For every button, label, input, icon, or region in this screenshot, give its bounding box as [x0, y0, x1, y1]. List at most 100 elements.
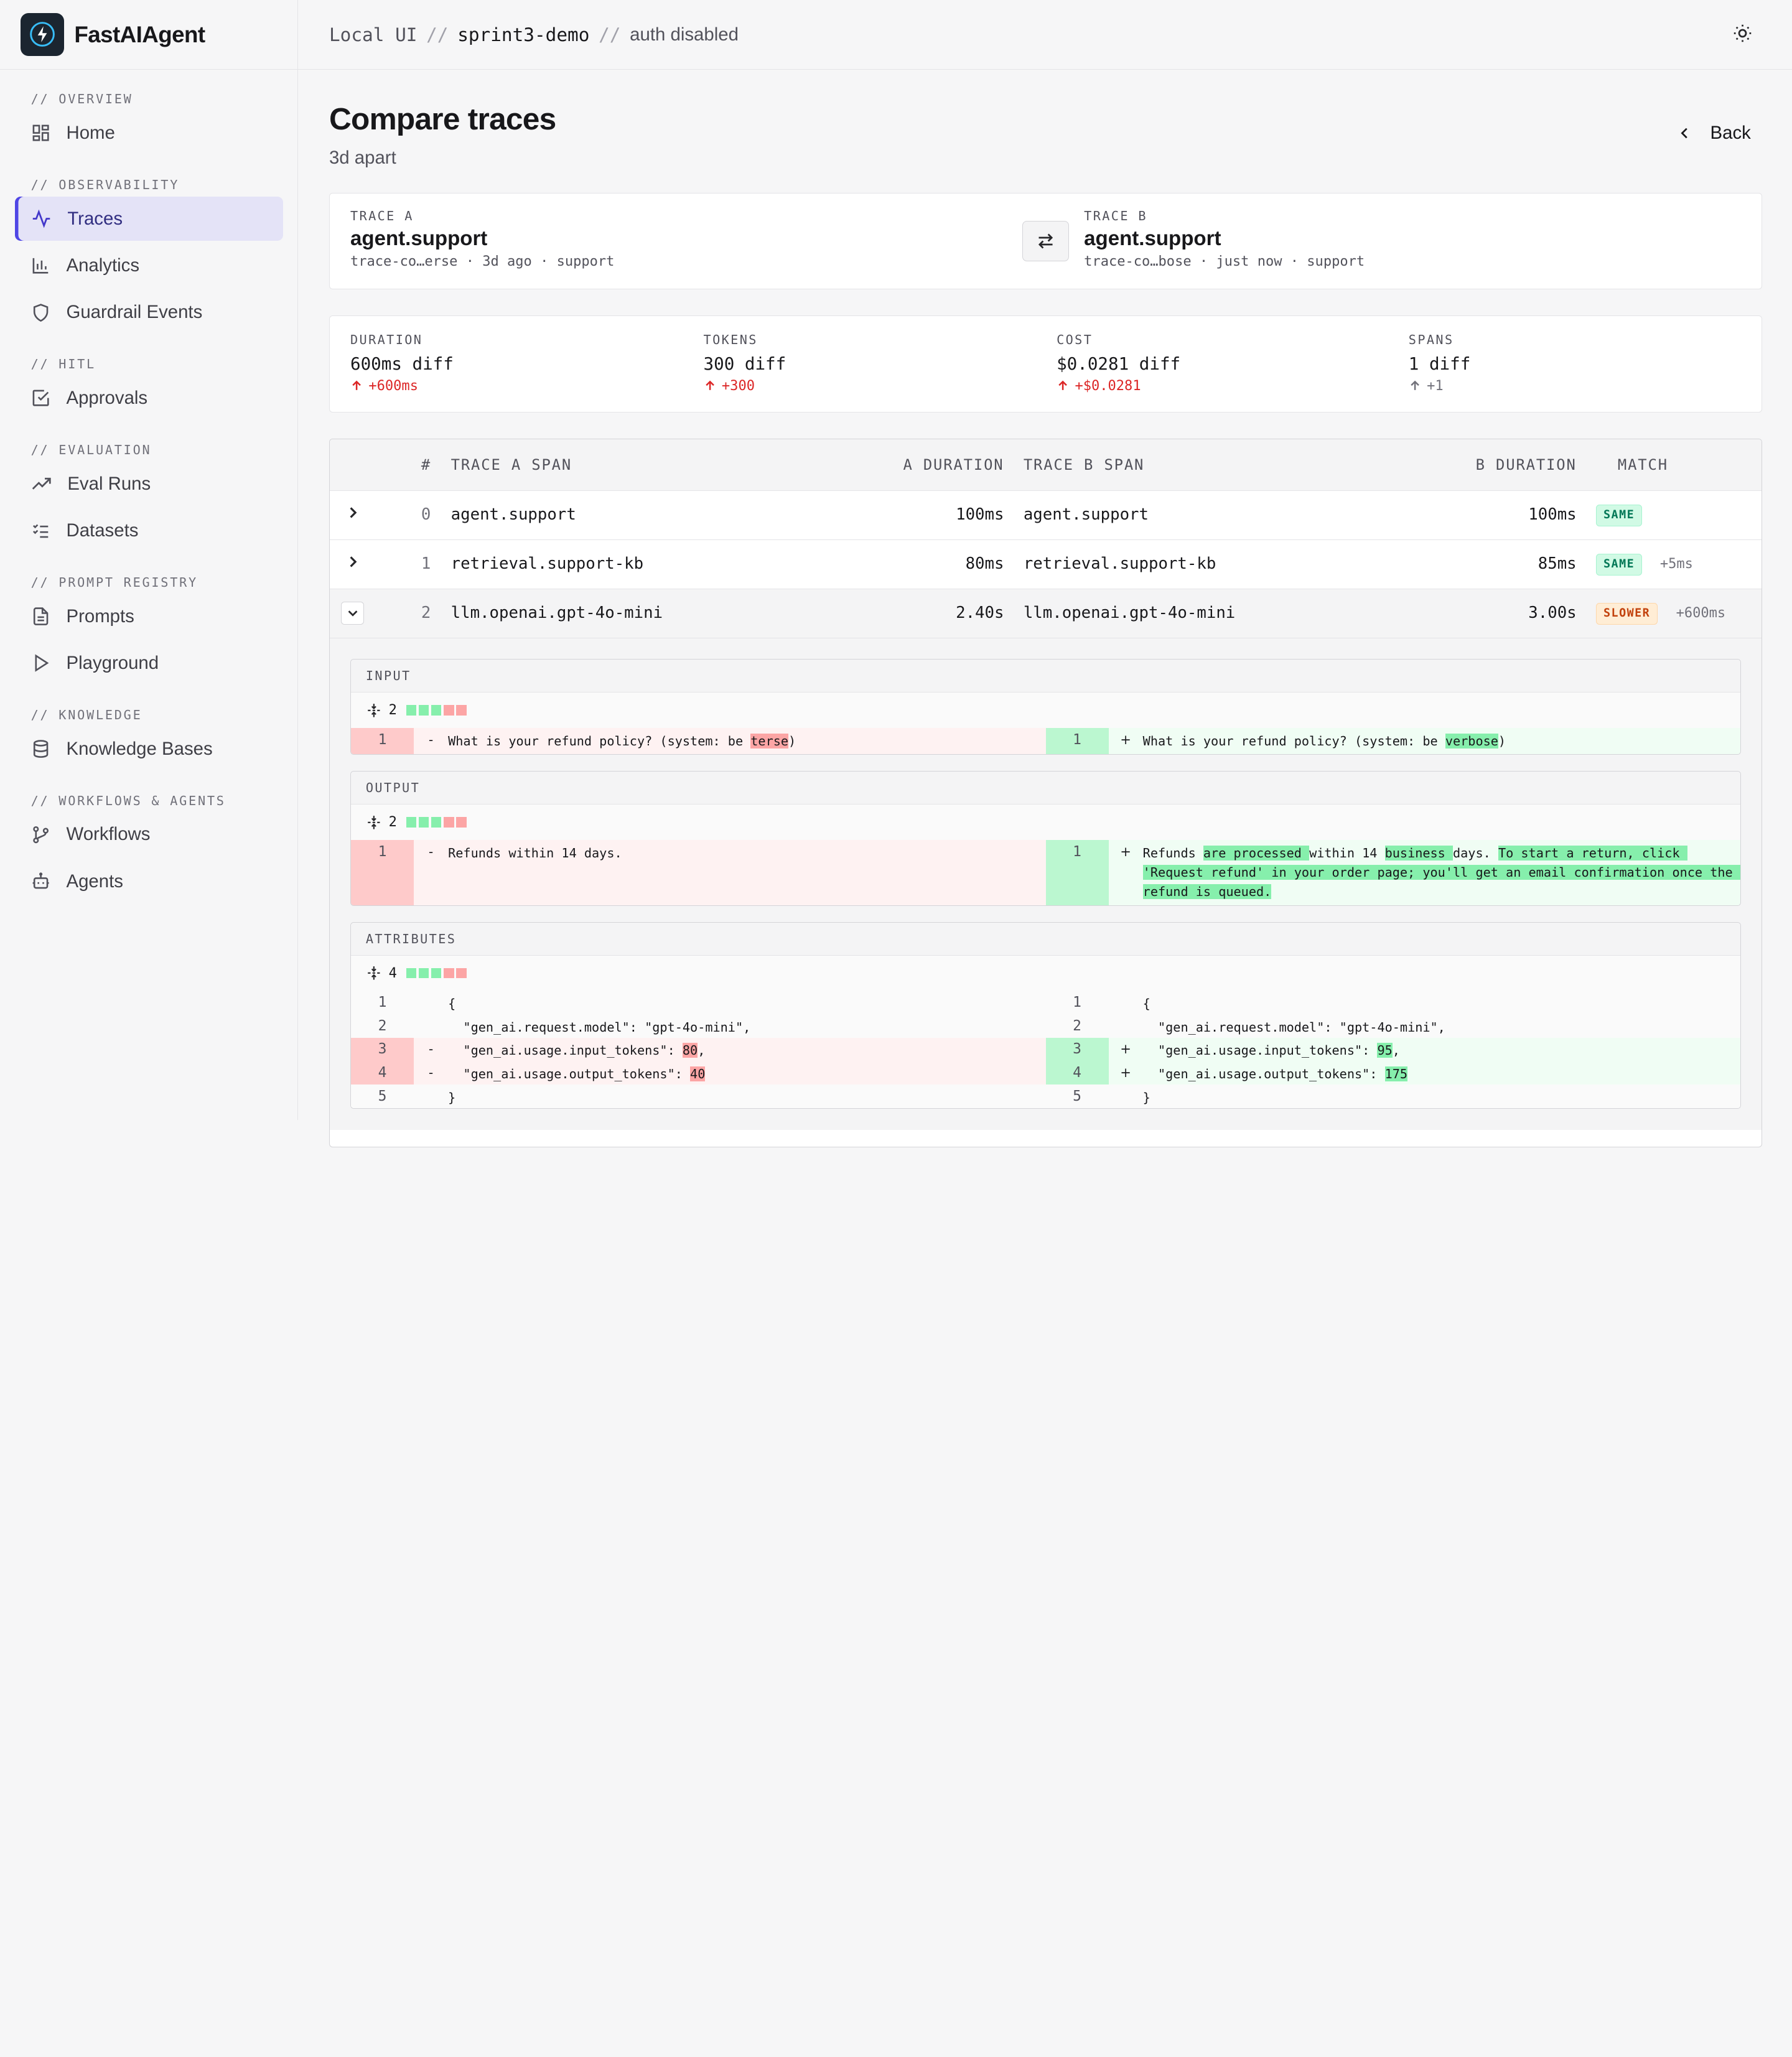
added-text: "gen_ai.usage.input_tokens": 95, — [1142, 1037, 1741, 1061]
trace-b-name[interactable]: agent.support — [1084, 226, 1221, 250]
col-num: # — [421, 456, 432, 474]
duration-diff: +600ms — [1676, 605, 1726, 621]
arrow-up-icon — [1411, 380, 1419, 391]
back-button[interactable]: Back — [1678, 123, 1751, 144]
section-workflows-agents: // WORKFLOWS & AGENTS — [30, 793, 226, 808]
trending-up-icon — [32, 478, 51, 490]
table-row-expanded[interactable]: 2 llm.openai.gpt-4o-mini 2.40s llm.opena… — [329, 589, 1762, 638]
col-a-span: TRACE A SPAN — [450, 456, 572, 474]
row-b-duration: 3.00s — [1528, 603, 1577, 622]
stat-value: 1 diff — [1408, 353, 1471, 374]
trace-a-label: TRACE A — [350, 208, 414, 224]
expand-lines-icon[interactable] — [366, 965, 382, 981]
line-number: 2 — [351, 1014, 414, 1038]
sidebar-item-label: Traces — [67, 208, 123, 229]
added-marker: + — [1108, 840, 1143, 905]
match-badge: SAME — [1596, 553, 1643, 576]
removed-marker: - — [414, 840, 449, 905]
sidebar-item-approvals[interactable]: Approvals — [15, 376, 283, 421]
breadcrumb-project[interactable]: sprint3-demo — [457, 24, 590, 45]
shield-icon — [33, 303, 48, 322]
context-text: { — [448, 991, 1046, 1015]
sidebar-item-eval-runs[interactable]: Eval Runs — [15, 462, 283, 506]
sidebar-item-label: Analytics — [66, 254, 140, 276]
row-b-duration: 100ms — [1528, 505, 1577, 524]
section-evaluation: // EVALUATION — [30, 442, 152, 458]
sidebar-item-agents[interactable]: Agents — [15, 859, 283, 904]
sidebar-item-prompts[interactable]: Prompts — [15, 594, 283, 639]
sidebar-item-home[interactable]: Home — [15, 111, 283, 156]
stat-delta: +300 — [704, 378, 786, 394]
sidebar-item-analytics[interactable]: Analytics — [15, 243, 283, 288]
match-badge: SAME — [1596, 504, 1643, 526]
span-detail-panel: INPUT 2 1 - What is your refund policy? … — [329, 638, 1762, 1130]
check-square-icon — [32, 389, 49, 406]
line-number: 1 — [351, 840, 414, 905]
table-row[interactable]: 0 agent.support 100ms agent.support 100m… — [329, 490, 1762, 540]
diff-line: 5} 5} — [351, 1084, 1741, 1108]
span-compare-table: # TRACE A SPAN A DURATION TRACE B SPAN B… — [329, 439, 1763, 1147]
sidebar-item-label: Playground — [66, 653, 159, 673]
removed-text: "gen_ai.usage.input_tokens": 80, — [448, 1037, 1046, 1061]
added-text: "gen_ai.usage.output_tokens": 175 — [1142, 1061, 1741, 1085]
col-a-duration: A DURATION — [903, 456, 1004, 474]
stat-cost: COST $0.0281 diff +$0.0281 — [1057, 332, 1180, 394]
table-row[interactable]: 1 retrieval.support-kb 80ms retrieval.su… — [329, 539, 1762, 589]
play-icon — [35, 654, 49, 673]
line-number: 1 — [351, 991, 414, 1015]
logo-bolt-icon — [21, 12, 64, 57]
context-text: "gen_ai.request.model": "gpt-4o-mini", — [448, 1014, 1046, 1038]
chevron-right-icon[interactable] — [345, 554, 361, 570]
sidebar-item-label: Home — [66, 122, 115, 143]
section-overview: // OVERVIEW — [30, 91, 133, 107]
stat-duration: DURATION 600ms diff +600ms — [350, 332, 454, 394]
diff-stats-card: DURATION 600ms diff +600ms TOKENS 300 di… — [329, 315, 1763, 413]
sidebar-item-playground[interactable]: Playground — [15, 641, 283, 686]
removed-text: "gen_ai.usage.output_tokens": 40 — [448, 1061, 1046, 1085]
added-marker: + — [1108, 1037, 1143, 1061]
collapse-toggle[interactable] — [341, 602, 365, 625]
line-number: 2 — [1045, 1014, 1109, 1038]
chevron-right-icon[interactable] — [345, 505, 361, 521]
diff-line: 1 - Refunds within 14 days. 1 + Refunds … — [351, 840, 1741, 905]
theme-toggle-button[interactable] — [1732, 23, 1753, 49]
trace-b-meta: trace-co…bose · just now · support — [1084, 254, 1365, 270]
stat-label: SPANS — [1408, 332, 1454, 347]
row-b-span: agent.support — [1023, 505, 1149, 524]
col-b-duration: B DURATION — [1475, 456, 1577, 474]
expand-lines-icon[interactable] — [366, 814, 382, 831]
sidebar-item-knowledge-bases[interactable]: Knowledge Bases — [15, 727, 283, 772]
expand-lines-icon[interactable] — [366, 702, 382, 719]
line-number: 4 — [351, 1061, 414, 1085]
change-count: 2 — [388, 814, 397, 831]
line-number: 1 — [351, 728, 414, 755]
brand[interactable]: FastAIAgent — [0, 0, 298, 70]
section-hitl: // HITL — [30, 357, 96, 372]
sidebar-item-datasets[interactable]: Datasets — [15, 508, 283, 553]
col-b-span: TRACE B SPAN — [1023, 456, 1145, 474]
removed-marker: - — [414, 1061, 449, 1085]
line-number: 3 — [1045, 1037, 1109, 1061]
diff-title: ATTRIBUTES — [351, 922, 1741, 956]
row-b-span: llm.openai.gpt-4o-mini — [1023, 603, 1236, 622]
row-b-duration: 85ms — [1538, 554, 1577, 573]
removed-text: Refunds within 14 days. — [448, 840, 1046, 905]
stat-delta-value: +600ms — [368, 378, 418, 394]
trace-a-meta: trace-co…erse · 3d ago · support — [350, 254, 615, 270]
sidebar-item-guardrail-events[interactable]: Guardrail Events — [15, 290, 283, 335]
trace-a-name[interactable]: agent.support — [350, 226, 488, 250]
stat-delta-value: +1 — [1427, 378, 1444, 394]
sidebar-item-workflows[interactable]: Workflows — [15, 813, 283, 857]
page-subtitle: 3d apart — [329, 147, 396, 168]
chevron-left-icon — [1681, 128, 1687, 138]
stat-spans: SPANS 1 diff +1 — [1409, 332, 1471, 394]
diff-line: 4- "gen_ai.usage.output_tokens": 40 4 + "… — [351, 1061, 1741, 1085]
breadcrumb-root[interactable]: Local UI — [329, 24, 418, 45]
sidebar-item-traces[interactable]: Traces — [14, 196, 283, 241]
row-a-duration: 2.40s — [956, 603, 1004, 622]
line-number: 1 — [1045, 728, 1109, 755]
section-prompt-registry: // PROMPT REGISTRY — [30, 575, 198, 590]
stat-label: DURATION — [350, 332, 423, 347]
swap-traces-button[interactable] — [1022, 221, 1070, 261]
sidebar-item-label: Guardrail Events — [66, 302, 203, 323]
